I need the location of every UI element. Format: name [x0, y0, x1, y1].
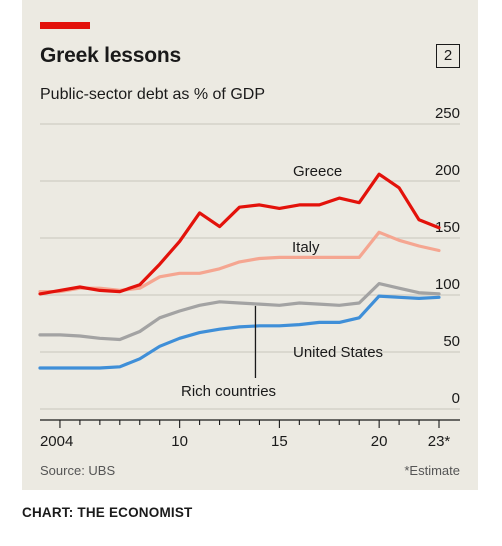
x-tick-label: 10	[171, 433, 188, 450]
series-line-greece	[38, 172, 441, 296]
label-united-states: United States	[293, 344, 383, 361]
line-chart: 0 50 100 150 200 250 Greece Italy Rich countr…	[38, 105, 460, 450]
chart-number-badge: 2	[436, 44, 460, 68]
y-tick-label: 250	[435, 105, 460, 122]
source-note: Source: UBS	[40, 463, 116, 478]
y-tick-label: 150	[435, 219, 460, 236]
series-lines	[38, 172, 441, 370]
series-line-united-states	[38, 294, 441, 370]
y-tick-label: 50	[443, 333, 460, 350]
x-axis: 2004 10 15 20 23*	[40, 419, 460, 450]
y-tick-label: 200	[435, 162, 460, 179]
label-italy: Italy	[292, 239, 320, 256]
series-line-italy	[38, 230, 441, 294]
chart-subtitle: Public-sector debt as % of GDP	[40, 86, 265, 103]
chart-panel: Greek lessons 2 Public-sector debt as % …	[22, 0, 478, 490]
label-rich-countries: Rich countries	[181, 383, 276, 400]
label-greece: Greece	[293, 163, 342, 180]
y-tick-labels: 0 50 100 150 200 250	[435, 105, 460, 407]
accent-bar	[40, 22, 90, 29]
series-line-rich-countries	[38, 282, 441, 342]
estimate-note: *Estimate	[404, 463, 460, 478]
x-tick-label: 2004	[40, 433, 73, 450]
chart-title: Greek lessons	[40, 44, 181, 67]
y-tick-label: 0	[452, 390, 460, 407]
x-tick-label: 23*	[428, 433, 451, 450]
y-tick-label: 100	[435, 276, 460, 293]
x-tick-label: 15	[271, 433, 288, 450]
x-tick-label: 20	[371, 433, 388, 450]
annotations: Greece Italy Rich countries United State…	[181, 163, 383, 400]
chart-credit: CHART: THE ECONOMIST	[22, 505, 193, 520]
